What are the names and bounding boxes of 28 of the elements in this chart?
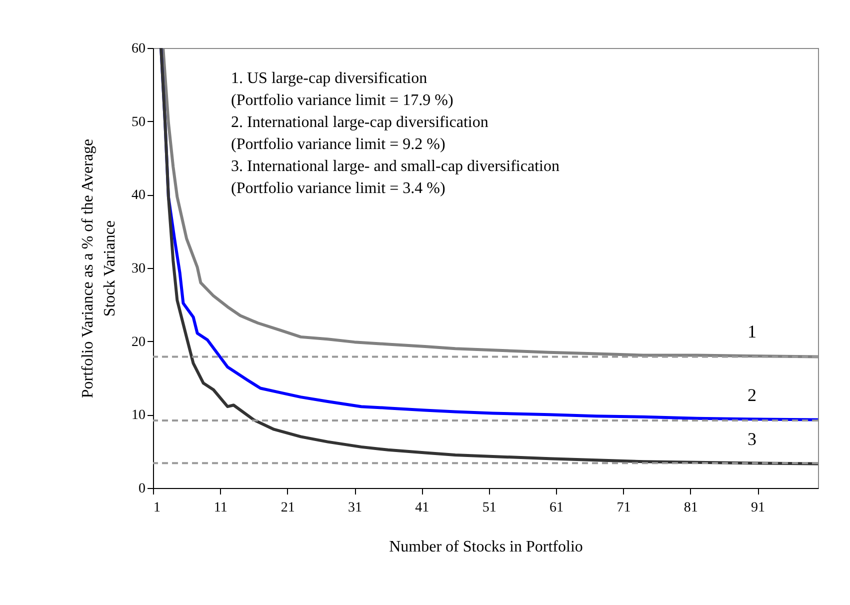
series-label: 1 — [748, 322, 756, 342]
annotation: (Portfolio variance limit = 9.2 %) — [231, 136, 446, 153]
y-tick-label: 0 — [138, 482, 146, 496]
series-label: 3 — [748, 428, 756, 449]
x-tick-label: 51 — [482, 500, 496, 516]
x-tick-label: 31 — [348, 500, 362, 516]
x-axis-title: Number of Stocks in Portfolio — [389, 538, 583, 556]
y-tick-label: 10 — [132, 408, 146, 424]
annotation: 2. International large-cap diversification — [231, 114, 488, 131]
x-tick-label: 41 — [415, 500, 430, 516]
annotation: (Portfolio variance limit = 3.4 %) — [231, 180, 446, 197]
series-label: 2 — [748, 384, 756, 405]
annotation: 3. International large- and small-cap diversification — [231, 158, 560, 175]
y-tick-label: 50 — [132, 114, 146, 130]
x-tick-label: 11 — [214, 500, 228, 516]
x-tick-label: 61 — [550, 500, 564, 516]
x-tick-label: 71 — [616, 500, 631, 516]
x-tick-label: 21 — [280, 500, 295, 516]
annotation: 1. US large-cap diversification — [231, 70, 428, 87]
x-tick-label: 81 — [684, 500, 698, 516]
annotation: (Portfolio variance limit = 17.9 %) — [231, 92, 454, 109]
y-tick-label: 30 — [132, 262, 146, 276]
y-tick-label: 40 — [132, 188, 146, 204]
x-tick-label: 91 — [751, 500, 766, 516]
x-tick-label: 1 — [154, 500, 160, 516]
y-tick-label: 20 — [132, 334, 146, 350]
y-tick-label: 60 — [132, 42, 146, 56]
y-axis-title: Portfolio Variance as a % of the Average Stock Variance — [80, 138, 118, 398]
